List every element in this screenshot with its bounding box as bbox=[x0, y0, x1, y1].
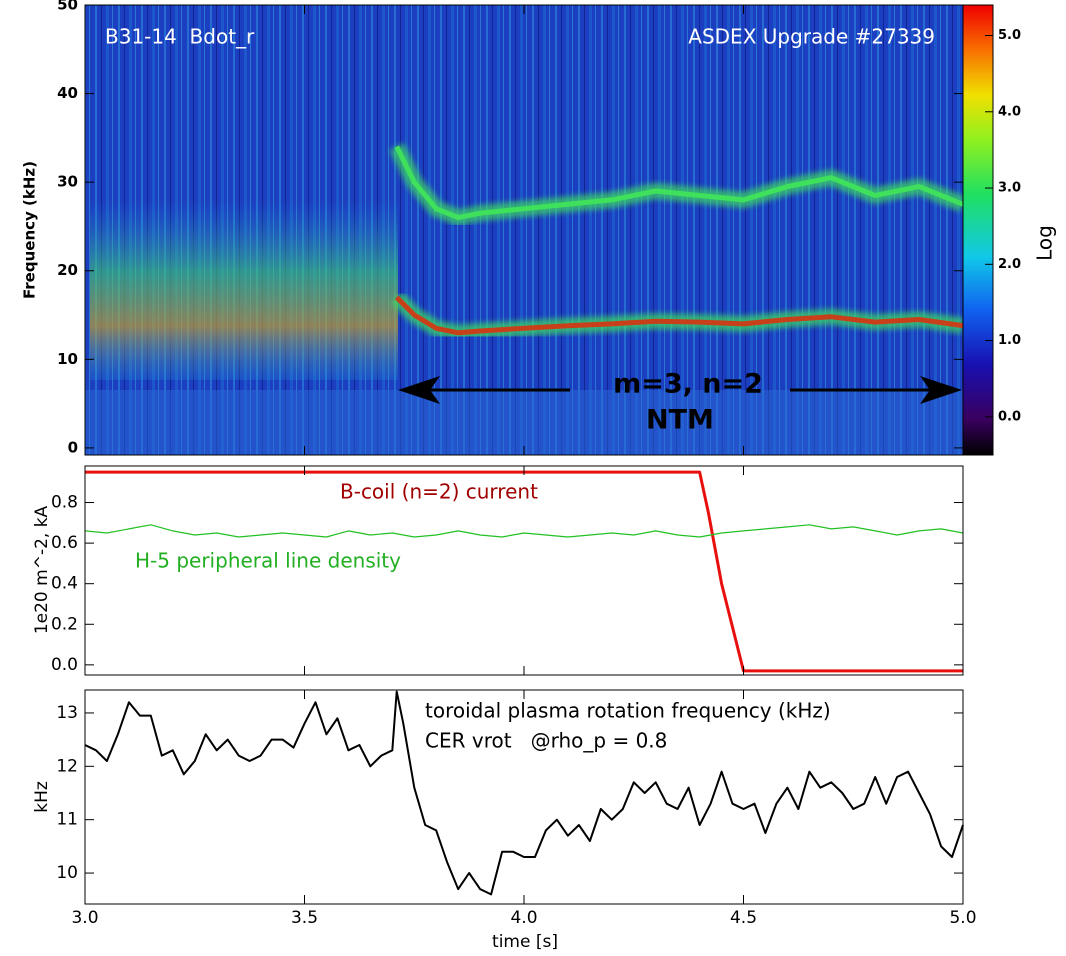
x-tick-label: 3.5 bbox=[291, 908, 318, 928]
y-tick-label: 12 bbox=[56, 756, 78, 776]
legend-label: H-5 peripheral line density bbox=[135, 549, 401, 573]
colorbar-tick-label: 4.0 bbox=[998, 104, 1021, 119]
mode-track bbox=[394, 295, 963, 336]
colorbar-tick-label: 5.0 bbox=[998, 28, 1021, 43]
y-tick-label: 0.0 bbox=[51, 655, 78, 675]
colorbar-tick-label: 1.0 bbox=[998, 333, 1021, 348]
colorbar-tick-label: 3.0 bbox=[998, 181, 1021, 196]
y-tick-label: 0.2 bbox=[51, 614, 78, 634]
data-line bbox=[85, 470, 963, 673]
y-tick-label: 0.8 bbox=[51, 493, 78, 513]
x-axis-label: time [s] bbox=[492, 932, 558, 952]
y-tick-label: 40 bbox=[57, 84, 78, 102]
x-tick-label: 4.0 bbox=[510, 908, 537, 928]
y-tick-label: 0.6 bbox=[51, 533, 78, 553]
y-axis-label: kHz bbox=[32, 781, 52, 813]
y-tick-label: 50 bbox=[57, 0, 78, 14]
y-tick-label: 20 bbox=[57, 261, 78, 279]
y-axis-label: 1e20 m^-2, kA bbox=[32, 505, 52, 634]
legend-label: B-coil (n=2) current bbox=[340, 480, 538, 504]
annotation: toroidal plasma rotation frequency (kHz) bbox=[425, 699, 831, 723]
annotation: CER vrot @rho_p = 0.8 bbox=[425, 729, 667, 753]
y-tick-label: 30 bbox=[57, 173, 78, 191]
y-tick-label: 10 bbox=[56, 863, 78, 883]
data-line bbox=[84, 524, 964, 538]
low-frequency-noise bbox=[85, 390, 963, 455]
data-line bbox=[84, 690, 964, 896]
x-tick-label: 4.5 bbox=[730, 908, 757, 928]
colorbar-label: Log bbox=[1033, 225, 1057, 261]
colorbar-tick-label: 2.0 bbox=[998, 257, 1021, 272]
colorbar bbox=[962, 4, 994, 456]
y-tick-label: 11 bbox=[56, 810, 78, 830]
probe-label: B31-14 Bdot_r bbox=[105, 25, 255, 49]
x-tick-label: 3.0 bbox=[71, 908, 98, 928]
colorbar-tick-label: 0.0 bbox=[998, 409, 1021, 424]
x-tick-label: 5.0 bbox=[949, 908, 976, 928]
y-axis-label: Frequency (kHz) bbox=[21, 161, 39, 299]
y-tick-label: 0.4 bbox=[51, 574, 78, 594]
y-tick-label: 13 bbox=[56, 703, 78, 723]
ntm-arrow bbox=[398, 376, 962, 404]
mode-tracks bbox=[389, 143, 963, 341]
mode-track bbox=[394, 145, 963, 221]
y-tick-label: 10 bbox=[57, 350, 78, 368]
y-tick-label: 0 bbox=[68, 438, 78, 456]
shot-title: ASDEX Upgrade #27339 bbox=[688, 25, 935, 49]
broadband-activity bbox=[90, 200, 398, 380]
mode-annotation: NTM bbox=[646, 405, 714, 436]
mode-annotation: m=3, n=2 bbox=[613, 369, 763, 400]
